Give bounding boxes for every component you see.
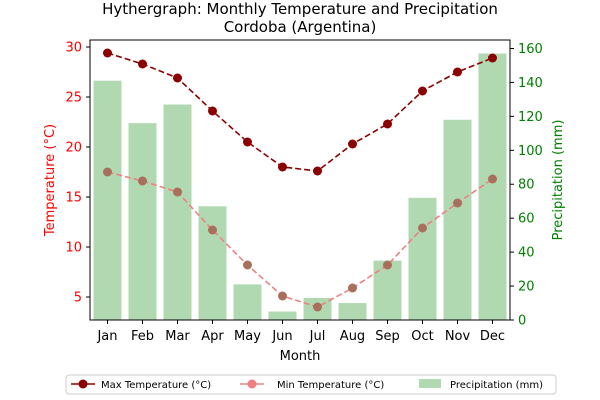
min-temp-point-jun — [278, 291, 287, 301]
precip-bar-oct — [408, 197, 437, 320]
precip-bar-nov — [443, 119, 472, 321]
precip-bar-dec — [478, 53, 507, 321]
x-tick-label-dec: Dec — [480, 329, 505, 344]
max-temp-line — [107, 52, 493, 172]
plot-frame — [89, 39, 511, 321]
chart-subtitle: Cordoba (Argentina) — [224, 18, 377, 36]
precip-bar-jan — [93, 80, 122, 321]
min-temp-point-feb — [138, 176, 147, 186]
right-tick-label-80: 80 — [518, 178, 535, 193]
x-tick-label-apr: Apr — [201, 329, 224, 344]
max-temp-point-jul — [313, 166, 322, 176]
max-temp-point-nov — [453, 67, 462, 77]
temperature-lines — [103, 48, 497, 312]
x-tick-label-jan: Jan — [96, 329, 117, 344]
left-axis-label: Temperature (°C) — [43, 124, 58, 237]
x-axis-label: Month — [280, 349, 321, 364]
left-tick-label-30: 30 — [65, 41, 82, 56]
legend-max-marker — [78, 379, 88, 389]
left-tick-label-15: 15 — [65, 191, 82, 206]
min-temp-point-aug — [348, 283, 357, 293]
min-temp-point-sep — [383, 260, 392, 270]
min-temp-point-nov — [453, 198, 462, 208]
max-temp-point-apr — [208, 106, 217, 116]
left-y-axis: 5 10 15 20 25 30 — [65, 41, 90, 306]
max-temp-point-feb — [138, 59, 147, 69]
right-y-axis: 0 20 40 60 80 100 120 140 160 — [510, 42, 543, 329]
max-temp-point-mar — [173, 73, 182, 83]
min-temp-point-jan — [103, 167, 112, 177]
max-temp-point-may — [243, 137, 252, 147]
x-tick-label-mar: Mar — [165, 329, 190, 344]
left-tick-label-10: 10 — [65, 241, 82, 256]
min-temp-point-apr — [208, 225, 217, 235]
precip-bar-jun — [268, 311, 297, 320]
max-temp-point-jun — [278, 162, 287, 172]
precip-bar-aug — [338, 303, 367, 320]
left-tick-label-25: 25 — [65, 91, 82, 106]
left-tick-label-5: 5 — [74, 291, 82, 306]
precip-bar-mar — [163, 104, 192, 320]
legend-min-label: Min Temperature (°C) — [277, 380, 384, 391]
right-tick-label-40: 40 — [518, 246, 535, 261]
right-tick-label-20: 20 — [518, 280, 535, 295]
x-tick-label-aug: Aug — [340, 329, 365, 344]
precip-bar-may — [233, 284, 262, 320]
x-tick-label-sep: Sep — [375, 329, 400, 344]
legend-precip-label: Precipitation (mm) — [450, 380, 543, 391]
min-temp-point-dec — [488, 174, 497, 184]
max-temp-point-aug — [348, 139, 357, 149]
legend-min-marker — [247, 379, 257, 389]
legend-precip-swatch — [419, 379, 441, 388]
right-tick-label-120: 120 — [518, 110, 543, 125]
max-temp-point-jan — [103, 48, 112, 58]
x-tick-label-feb: Feb — [131, 329, 154, 344]
precipitation-bars — [93, 53, 507, 321]
right-tick-label-160: 160 — [518, 42, 543, 57]
left-tick-label-20: 20 — [65, 141, 82, 156]
legend-max-label: Max Temperature (°C) — [101, 380, 211, 391]
right-axis-label: Precipitation (mm) — [551, 120, 566, 241]
right-tick-label-140: 140 — [518, 76, 543, 91]
legend: Max Temperature (°C) Min Temperature (°C… — [65, 374, 557, 395]
min-temp-point-mar — [173, 187, 182, 197]
x-tick-label-jun: Jun — [271, 329, 292, 344]
right-tick-label-60: 60 — [518, 212, 535, 227]
max-temp-point-dec — [488, 53, 497, 63]
min-temp-point-oct — [418, 223, 427, 233]
x-axis: Jan Feb Mar Apr May Jun Jul Aug Sep Oct Nov Dec — [96, 320, 505, 344]
right-tick-label-0: 0 — [518, 314, 526, 329]
precip-bar-sep — [373, 260, 402, 320]
x-tick-label-may: May — [234, 329, 261, 344]
max-temp-point-sep — [383, 119, 392, 129]
min-temp-point-jul — [313, 302, 322, 312]
x-tick-label-nov: Nov — [445, 329, 471, 344]
max-temp-point-oct — [418, 86, 427, 96]
min-temp-line — [107, 171, 493, 308]
min-temp-point-may — [243, 260, 252, 270]
precip-bar-feb — [128, 123, 157, 320]
precip-bar-apr — [198, 206, 227, 320]
x-tick-label-jul: Jul — [309, 329, 326, 344]
x-tick-label-oct: Oct — [411, 329, 433, 344]
right-tick-label-100: 100 — [518, 144, 543, 159]
chart-title: Hythergraph: Monthly Temperature and Pre… — [102, 0, 498, 18]
